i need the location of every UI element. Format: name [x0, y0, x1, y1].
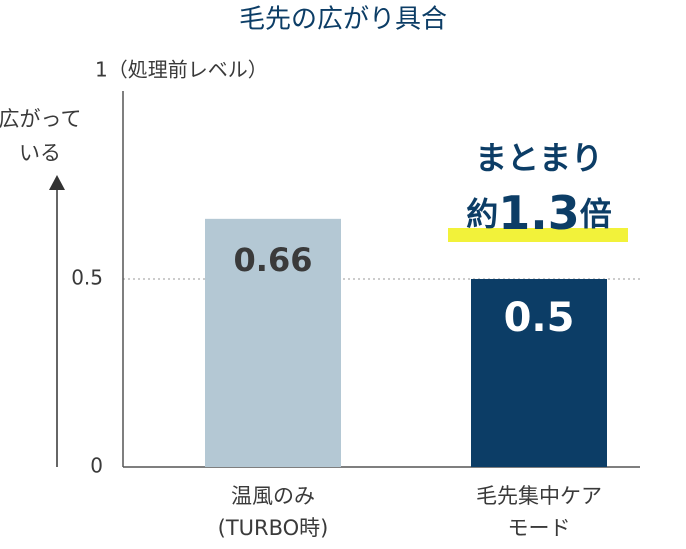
annotation-part: 約	[466, 195, 498, 233]
chart-title: 毛先の広がり具合	[239, 5, 447, 35]
y-arrow-head	[49, 175, 65, 190]
highlight	[448, 228, 628, 242]
x-tick-label: 毛先集中ケア	[476, 484, 602, 508]
x-tick-label: (TURBO時)	[218, 516, 329, 540]
annotation: まとまり	[475, 139, 603, 177]
annotation-part: 倍	[580, 195, 612, 233]
value-label: 0.66	[234, 241, 313, 279]
y-tick-label: 0.5	[71, 266, 103, 290]
y-axis-label: 広がって	[0, 107, 81, 131]
annotation-part: 1.3	[498, 186, 580, 240]
bar	[205, 218, 341, 467]
annotation: 約1.3倍	[466, 186, 612, 240]
y-tick-label: 1（処理前レベル）	[95, 58, 268, 82]
y-axis-label: いる	[19, 141, 61, 165]
x-tick-label: モード	[508, 516, 571, 540]
bar	[471, 279, 607, 467]
value-label: 0.5	[504, 295, 575, 341]
y-tick-label: 0	[90, 454, 103, 478]
x-tick-label: 温風のみ	[231, 484, 315, 508]
